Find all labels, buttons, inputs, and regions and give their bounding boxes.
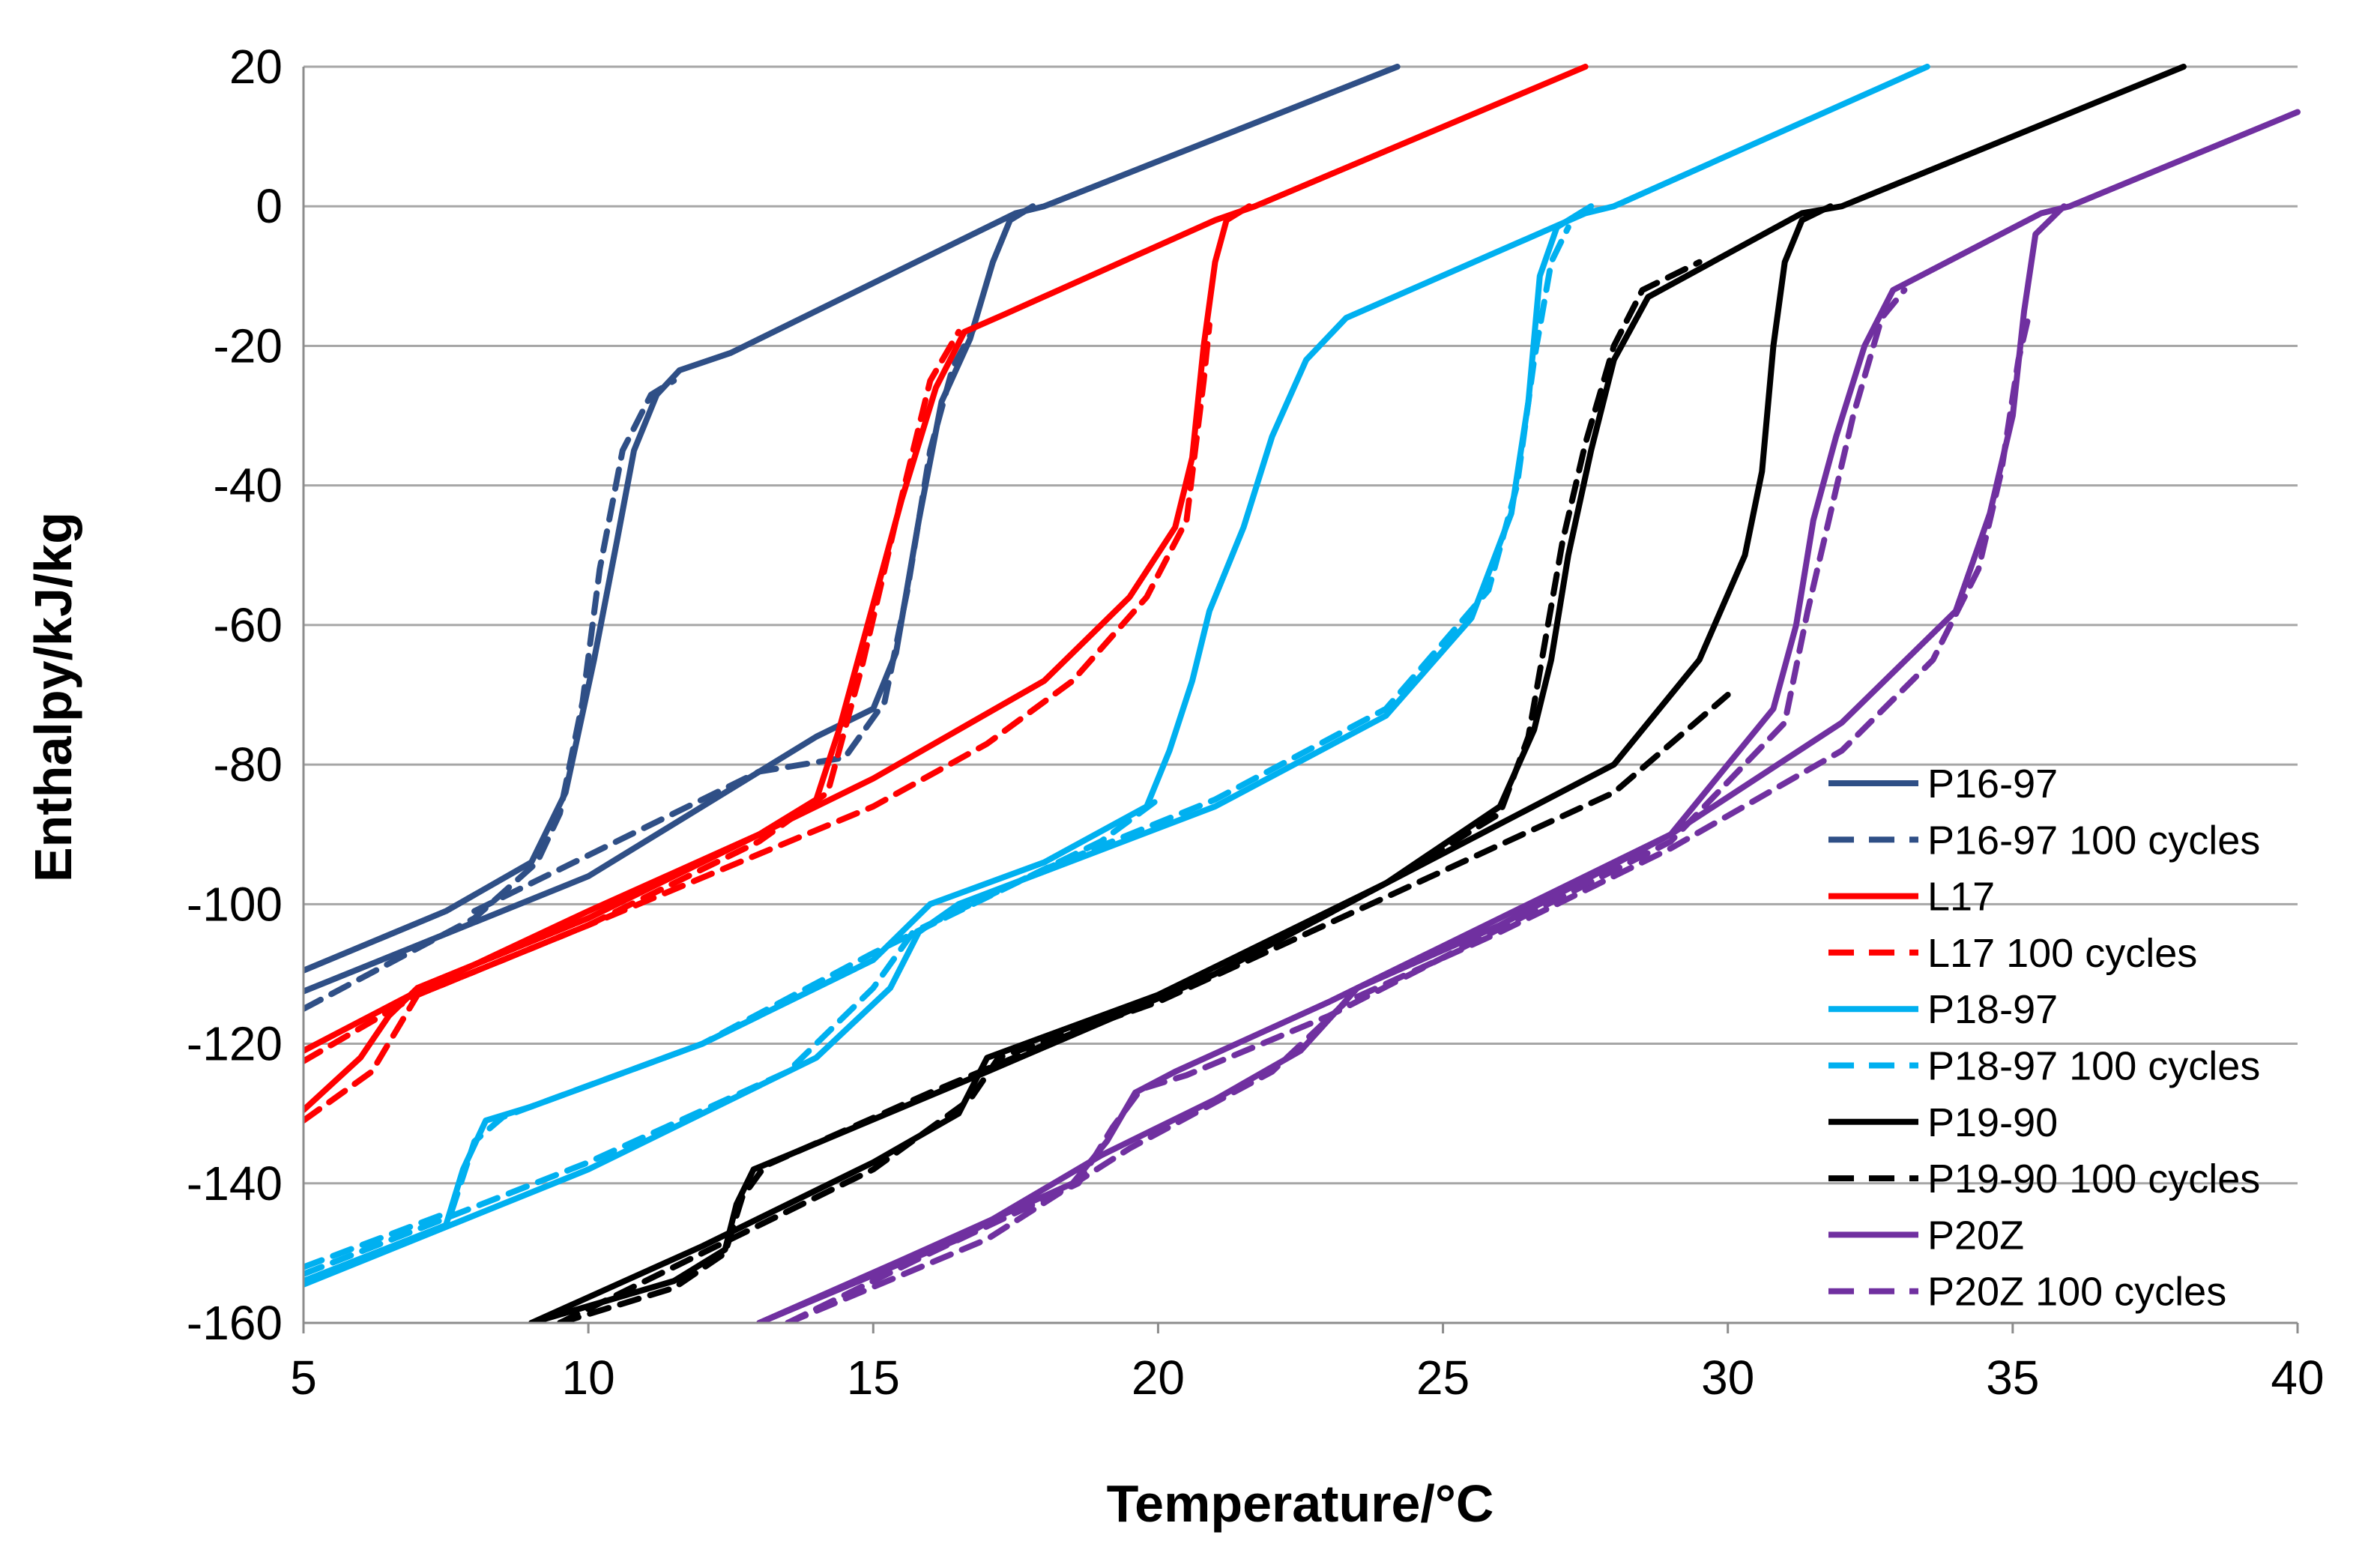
series-line-p20z-heating <box>756 203 2068 1323</box>
plot-series <box>303 64 2301 1323</box>
legend-label-p19-90: P19-90 <box>1927 1100 2058 1145</box>
legend-label-p20z-100-cycles: P20Z 100 cycles <box>1927 1270 2226 1315</box>
series-line-l17-100-cycles-heating <box>303 322 1212 1124</box>
legend-label-p18-97-100-cycles: P18-97 100 cycles <box>1927 1044 2260 1089</box>
y-tick-label: -160 <box>187 1296 283 1350</box>
legend-label-p19-90-100-cycles: P19-90 100 cycles <box>1927 1157 2260 1201</box>
y-tick-label: -20 <box>214 319 283 373</box>
legend-label-p20z: P20Z <box>1927 1213 2024 1258</box>
legend-label-p18-97: P18-97 <box>1927 987 2058 1032</box>
y-tick-label: 0 <box>256 179 283 233</box>
y-tick-label: -80 <box>214 738 283 791</box>
y-tick-label: 20 <box>229 40 283 94</box>
series-line-p18-97-heating <box>303 203 1595 1288</box>
y-tick-label: -100 <box>187 877 283 931</box>
series-line-p19-90-100-cycles-cooling <box>557 259 1703 1323</box>
x-tick-label: 15 <box>847 1351 900 1405</box>
x-tick-label: 10 <box>562 1351 615 1405</box>
y-axis-title: Enthalpy/kJ/kg <box>24 512 82 882</box>
x-axis-title: Temperature/°C <box>1107 1474 1494 1533</box>
legend-label-p16-97-100-cycles: P16-97 100 cycles <box>1927 818 2260 863</box>
series-line-p18-97-100-cycles-heating <box>303 224 1571 1277</box>
series-line-p19-90-100-cycles-heating <box>557 692 1731 1323</box>
series-line-p16-97-100-cycles-cooling <box>303 378 677 1012</box>
legend-label-l17: L17 <box>1927 875 1995 920</box>
y-tick-label: -120 <box>187 1017 283 1071</box>
y-tick-label: -40 <box>214 459 283 513</box>
series-line-p16-97-100-cycles-heating <box>471 322 979 914</box>
x-tick-label: 40 <box>2271 1351 2324 1405</box>
legend: P16-97 P16-97 100 cycles L17 L17 100 cycles… <box>1828 762 2260 1315</box>
x-tick-label: 30 <box>1701 1351 1754 1405</box>
x-tick-label: 35 <box>1986 1351 2039 1405</box>
y-tick-label: -140 <box>187 1157 283 1210</box>
x-tick-label: 20 <box>1132 1351 1185 1405</box>
axes <box>302 67 2299 1333</box>
x-tick-label: 25 <box>1416 1351 1470 1405</box>
series-line-p18-97-cooling <box>303 64 1930 1285</box>
y-tick-label: -60 <box>214 598 283 652</box>
legend-label-p16-97: P16-97 <box>1927 762 2058 806</box>
grid-lines <box>303 65 2298 1185</box>
series-line-p20z-100-cycles-heating <box>785 307 2033 1323</box>
legend-label-l17-100-cycles: L17 100 cycles <box>1927 931 2197 976</box>
x-tick-label: 5 <box>290 1351 317 1405</box>
